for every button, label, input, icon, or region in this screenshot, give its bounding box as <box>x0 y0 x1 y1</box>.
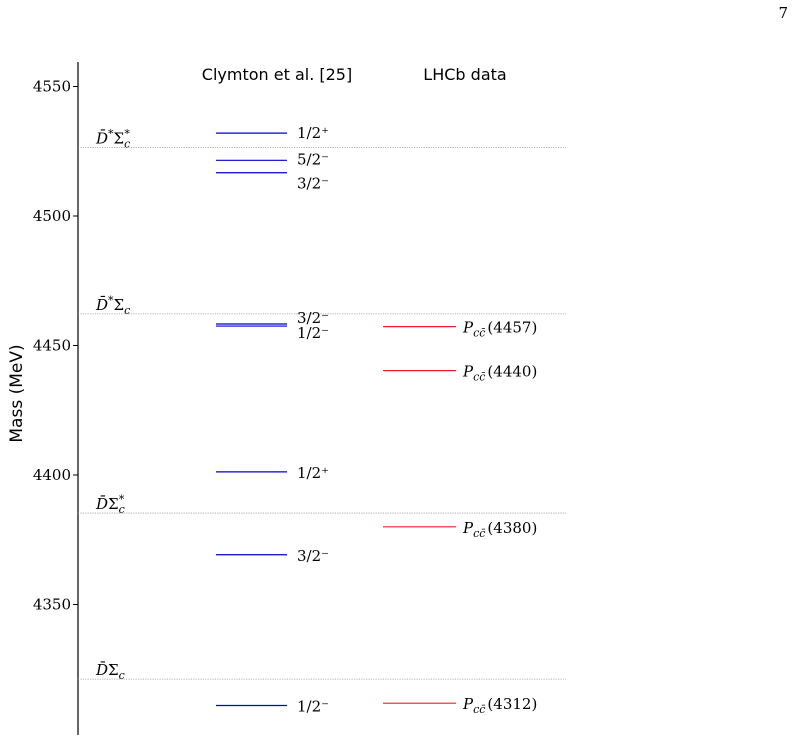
y-tick-label: 4400 <box>33 466 71 484</box>
level-lines: 1/2⁺5/2⁻3/2⁻3/2⁻1/2⁻1/2⁺3/2⁻1/2⁻Pcc̄ (445… <box>216 124 537 716</box>
theory-level-label: 3/2⁻ <box>297 309 329 327</box>
column-header-theory: Clymton et al. [25] <box>202 65 352 84</box>
y-tick-label: 4550 <box>33 78 71 96</box>
theory-level-label: 1/2⁻ <box>297 324 329 342</box>
threshold-lines: D̄*Σc* D̄*Σc D̄Σc* D̄Σc <box>78 127 566 682</box>
theory-level-label: 1/2⁺ <box>297 464 329 482</box>
y-tick-label: 4450 <box>33 337 71 355</box>
y-axis-label: Mass (MeV) <box>7 344 27 442</box>
threshold-label: D̄*Σc* <box>95 127 130 150</box>
lhcb-level-label: Pcc̄ (4457) <box>462 319 537 340</box>
lhcb-level-label: Pcc̄ (4380) <box>462 519 537 540</box>
lhcb-level-label: Pcc̄ (4440) <box>462 363 537 384</box>
threshold-label: D̄Σc* <box>95 493 125 516</box>
column-headers: Clymton et al. [25] LHCb data <box>202 65 507 84</box>
theory-level-label: 3/2⁻ <box>297 175 329 193</box>
threshold-label: D̄*Σc <box>95 294 130 317</box>
theory-level-label: 1/2⁻ <box>297 698 329 716</box>
y-tick-label: 4350 <box>33 596 71 614</box>
y-tick-label: 4500 <box>33 207 71 225</box>
theory-level-label: 1/2⁺ <box>297 124 329 142</box>
theory-level-label: 3/2⁻ <box>297 547 329 565</box>
lhcb-level-label: Pcc̄ (4312) <box>462 695 537 716</box>
threshold-label: D̄Σc <box>95 661 125 682</box>
column-header-lhcb: LHCb data <box>423 65 506 84</box>
page-number: 7 <box>778 4 788 22</box>
theory-level-label: 5/2⁻ <box>297 150 329 168</box>
y-axis: 4350 4400 4450 4500 4550 Mass (MeV) <box>7 62 79 735</box>
